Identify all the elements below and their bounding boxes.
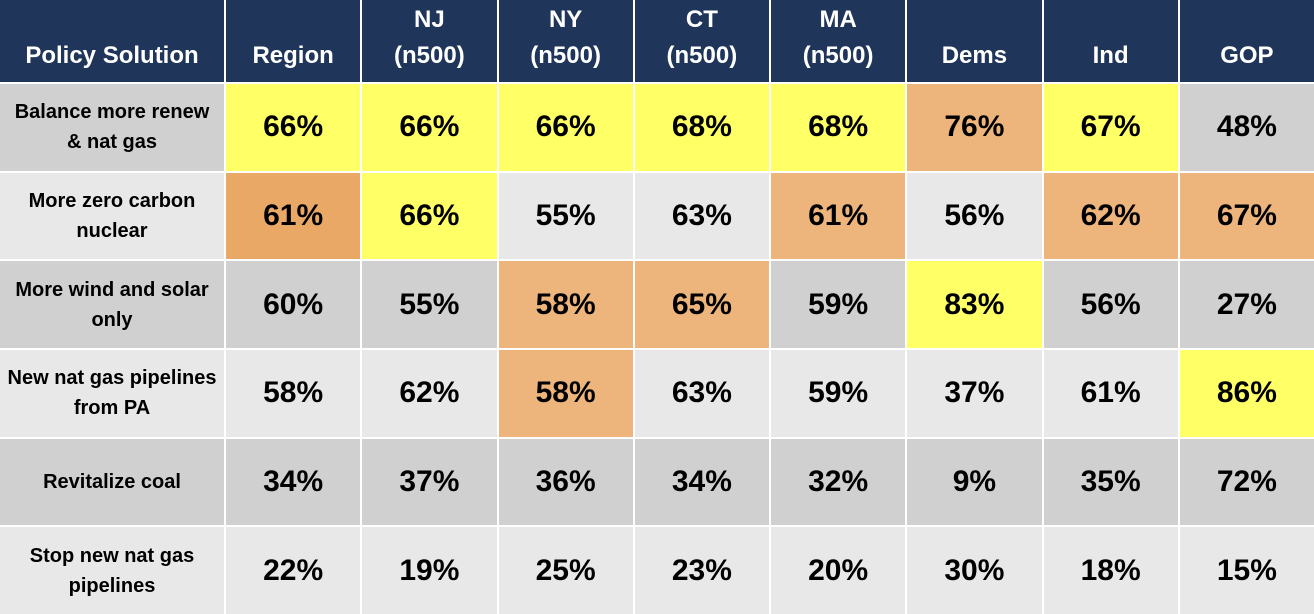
value-cell: 56% [1043, 261, 1178, 348]
value-cell: 58% [498, 261, 633, 348]
value-cell: 60% [226, 261, 361, 348]
value-cell: 55% [498, 172, 633, 260]
text-line: Policy Solution [25, 42, 199, 69]
value-cell: 22% [226, 527, 361, 614]
value-cell: 68% [771, 84, 906, 171]
text-line: nuclear [76, 219, 148, 242]
text-line: CT [685, 6, 718, 33]
value-cell: 37% [362, 438, 497, 526]
value-cell: 30% [907, 527, 1042, 614]
value-cell: 76% [907, 84, 1042, 171]
text-line: New nat gas pipelines [7, 367, 217, 390]
row-label: More zero carbon nuclear [0, 172, 224, 260]
value-cell: 59% [771, 349, 906, 437]
header-cell: CT (n500) [634, 0, 769, 82]
text-line: Revitalize coal [43, 470, 181, 493]
value-cell: 27% [1179, 261, 1314, 348]
value-cell: 65% [634, 261, 769, 348]
text-line: More wind and solar [15, 278, 209, 301]
value-cell: 66% [498, 84, 633, 171]
text-line: More zero carbon [28, 189, 196, 212]
value-cell: 18% [1043, 527, 1178, 614]
text-line: Stop new nat gas [29, 544, 195, 567]
header-cell: NJ (n500) [362, 0, 497, 82]
value-cell: 59% [771, 261, 906, 348]
value-cell: 63% [634, 349, 769, 437]
header-cell: NY (n500) [498, 0, 633, 82]
text-line: MA [819, 6, 857, 33]
text-line: from PA [73, 397, 151, 420]
text-line: Ind [1092, 42, 1129, 69]
value-cell: 58% [226, 349, 361, 437]
value-cell: 36% [498, 438, 633, 526]
value-cell: 61% [226, 172, 361, 260]
value-cell: 66% [226, 84, 361, 171]
row-label: Balance more renew & nat gas [0, 84, 224, 171]
text-line: GOP [1220, 42, 1274, 69]
value-cell: 48% [1179, 84, 1314, 171]
row-label: New nat gas pipelines from PA [0, 349, 224, 437]
value-cell: 55% [362, 261, 497, 348]
text-line: only [91, 308, 133, 331]
text-line: pipelines [68, 574, 156, 597]
text-line: Balance more renew [14, 101, 210, 124]
header-cell: Policy Solution [0, 0, 224, 82]
value-cell: 68% [634, 84, 769, 171]
value-cell: 67% [1043, 84, 1178, 171]
header-cell: MA (n500) [771, 0, 906, 82]
text-line: & nat gas [66, 131, 158, 154]
row-label: More wind and solar only [0, 261, 224, 348]
value-cell: 63% [634, 172, 769, 260]
value-cell: 61% [1043, 349, 1178, 437]
value-cell: 61% [771, 172, 906, 260]
value-cell: 9% [907, 438, 1042, 526]
text-line: (n500) [394, 42, 465, 69]
text-line: Dems [941, 42, 1008, 69]
header-cell: GOP [1179, 0, 1314, 82]
value-cell: 35% [1043, 438, 1178, 526]
header-cell: Region [226, 0, 361, 82]
value-cell: 37% [907, 349, 1042, 437]
header-cell: Dems [907, 0, 1042, 82]
value-cell: 56% [907, 172, 1042, 260]
text-line: (n500) [530, 42, 601, 69]
row-label: Stop new nat gas pipelines [0, 527, 224, 614]
text-line: NY [548, 6, 583, 33]
value-cell: 34% [226, 438, 361, 526]
text-line: (n500) [802, 42, 874, 69]
value-cell: 34% [634, 438, 769, 526]
value-cell: 20% [771, 527, 906, 614]
value-cell: 66% [362, 84, 497, 171]
value-cell: 23% [634, 527, 769, 614]
value-cell: 66% [362, 172, 497, 260]
value-cell: 25% [498, 527, 633, 614]
text-line: (n500) [666, 42, 738, 69]
text-line: NJ [414, 6, 445, 33]
value-cell: 32% [771, 438, 906, 526]
value-cell: 67% [1179, 172, 1314, 260]
value-cell: 86% [1179, 349, 1314, 437]
value-cell: 15% [1179, 527, 1314, 614]
value-cell: 58% [498, 349, 633, 437]
value-cell: 62% [1043, 172, 1178, 260]
value-cell: 83% [907, 261, 1042, 348]
value-cell: 62% [362, 349, 497, 437]
header-cell: Ind [1043, 0, 1178, 82]
text-line: Region [252, 42, 334, 69]
row-label: Revitalize coal [0, 438, 224, 526]
value-cell: 19% [362, 527, 497, 614]
value-cell: 72% [1179, 438, 1314, 526]
